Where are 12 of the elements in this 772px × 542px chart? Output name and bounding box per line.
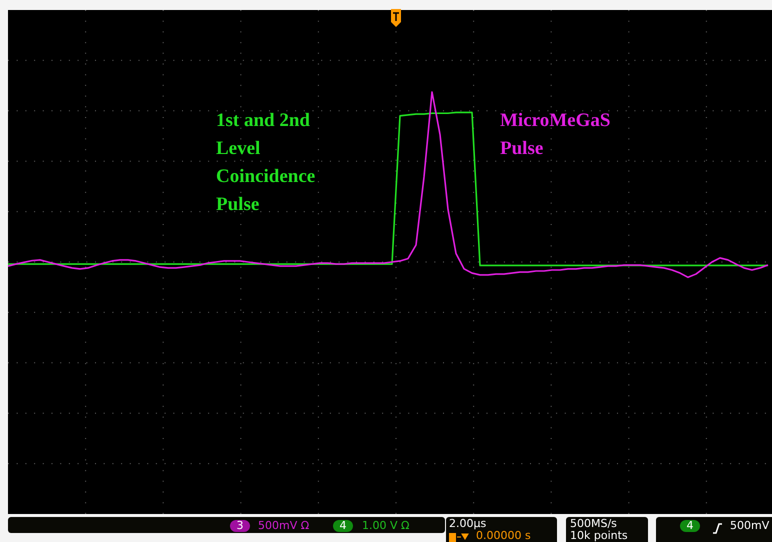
text: 10k points <box>570 529 628 542</box>
text: 500MS/s <box>570 517 618 530</box>
text: 2.00µs <box>449 517 486 530</box>
text: 1st and 2nd Level Coincidence Pulse <box>216 110 316 215</box>
text: 1.00 V Ω <box>362 519 410 532</box>
text: 0.00000 s <box>476 529 531 542</box>
text: 500mV Ω <box>258 519 310 532</box>
text: 4 <box>686 519 694 532</box>
text: MicroMeGaS Pulse <box>500 110 610 159</box>
text: 4 <box>340 519 346 532</box>
text: 500mV <box>730 519 770 532</box>
text: 3 <box>236 519 244 532</box>
